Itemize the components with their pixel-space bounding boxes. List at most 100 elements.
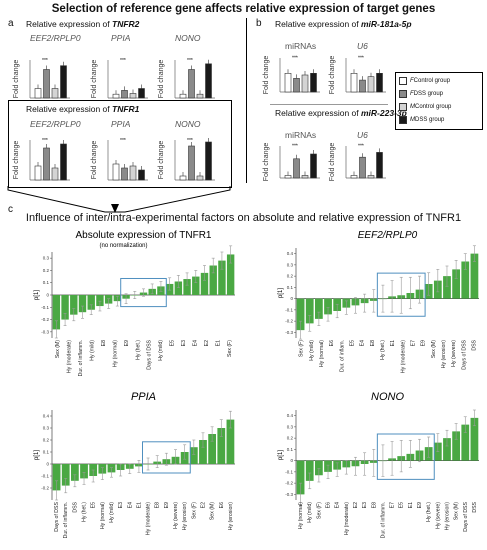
- chart-x-tick-label: Hy (mild): [158, 340, 164, 361]
- ref-label-u6-223: U6: [357, 130, 368, 140]
- chart-bar: [87, 295, 95, 310]
- chart-x-tick-label: DSS: [471, 339, 477, 350]
- chart-x-tick-label: Hy (erosion): [228, 502, 234, 531]
- chart-ylabel: p[1]: [278, 288, 284, 298]
- chart-eef2: EEF2/RPLP0 -0.3 -0.2 -0.1 0 0.1 0.2 0.3 0.4 p[1] S…: [278, 230, 479, 373]
- chart-x-tick-label: E4: [335, 502, 341, 508]
- chart-y-tick-label: -0.2: [41, 317, 49, 322]
- mini-bar: [376, 72, 383, 93]
- chart-bar: [174, 281, 183, 295]
- mini-sig-mark: ***: [187, 58, 193, 64]
- tnfr2-gene: TNFR2: [112, 19, 140, 29]
- legend: F Control group F DSS group M Control grou…: [395, 72, 483, 130]
- mini-ylabel: Fold change: [91, 60, 98, 99]
- chart-y-tick-label: 0.3: [43, 256, 50, 261]
- chart-x-tick-label: DSS: [72, 501, 78, 512]
- chart-x-tick-label: Days of DSS: [147, 339, 153, 369]
- chart-x-tick-label: Hy (moderate): [400, 340, 406, 373]
- mini-bar: [51, 167, 59, 181]
- mini-bar: [121, 90, 128, 99]
- chart-bar: [461, 424, 470, 461]
- chart-y-tick-label: -0.2: [285, 319, 293, 324]
- chart-x-tick-label: Sex (M): [55, 340, 61, 358]
- chart-bar: [452, 431, 461, 461]
- mini-bar: [112, 163, 120, 181]
- chart-y-tick-label: 0: [290, 458, 293, 463]
- chart-x-tick-label: Hy (normal): [112, 340, 118, 367]
- mini-bar: [34, 165, 42, 181]
- mini-ylabel: Fold change: [263, 56, 270, 95]
- chart-x-tick-label: E1: [136, 502, 142, 508]
- chart-x-tick-label: E5: [170, 340, 176, 346]
- legend-label: DSS group: [415, 116, 445, 123]
- mir181-title: Relative expression of miR-181a-5p: [275, 19, 412, 29]
- mini-bar: [205, 63, 212, 99]
- chart-x-tick-label: Days of DSS: [54, 501, 60, 531]
- legend-label: Control group: [413, 77, 451, 84]
- mini-ylabel: Fold change: [263, 143, 270, 182]
- chart-y-tick-label: -0.3: [41, 329, 49, 334]
- legend-item: M Control group: [399, 100, 479, 113]
- chart-y-tick-label: 0.3: [287, 424, 294, 429]
- mini-sig-mark: ***: [42, 138, 48, 144]
- mini-bar: [284, 175, 292, 179]
- legend-label: DSS group: [413, 90, 444, 97]
- chart-bar: [80, 464, 88, 479]
- chart-highlight-box: [120, 277, 167, 308]
- mini-bar: [293, 158, 300, 179]
- chart-x-tick-label: E9: [421, 340, 427, 346]
- mir181-minicharts: Fold change *** Fold change ***: [263, 56, 386, 95]
- chart-y-tick-label: 0.1: [43, 280, 50, 285]
- chart-bar: [61, 464, 70, 486]
- mini-bar: [367, 175, 375, 179]
- mini-bar: [60, 65, 67, 99]
- mir181-title-prefix: Relative expression of: [275, 19, 361, 29]
- mini-bar: [138, 88, 145, 99]
- chart-bar: [296, 298, 305, 331]
- chart-y-tick-label: 0.3: [287, 262, 294, 267]
- chart-title: EEF2/RPLP0: [358, 230, 418, 241]
- mini-bar: [179, 175, 187, 181]
- chart-bar: [218, 260, 226, 295]
- legend-label: Control group: [415, 103, 452, 110]
- chart-y-tick-label: 0.2: [287, 274, 294, 279]
- chart-bar: [461, 261, 470, 299]
- chart-bar: [200, 272, 209, 295]
- chart-x-tick-label: E4: [192, 340, 198, 346]
- mini-ylabel: Fold change: [158, 60, 165, 99]
- chart-bar: [314, 460, 323, 476]
- panel-a-letter: a: [8, 18, 14, 29]
- mir223-title: Relative expression of miR-223-3p: [275, 108, 407, 118]
- tnfr2-nono-group: Fold change ***: [158, 58, 215, 99]
- mini-ylabel: Fold change: [329, 56, 336, 95]
- chart-x-tick-label: Sex (F): [191, 502, 197, 519]
- legend-swatch: [399, 89, 407, 98]
- chart-bar: [199, 440, 207, 464]
- legend-item: F Control group: [399, 74, 479, 87]
- chart-x-tick-label: Hy (het.): [82, 502, 88, 522]
- chart-x-tick-label: E3: [362, 502, 368, 508]
- mini-bar: [359, 79, 366, 93]
- chart-x-tick-label: E6: [329, 340, 335, 346]
- chart-x-tick-label: Hy (erosion): [182, 502, 188, 531]
- chart-x-tick-label: Hy (mild): [90, 340, 96, 361]
- mir181-gene: miR-181a-5p: [361, 19, 412, 29]
- tnfr1-ppia-group: Fold change ***: [91, 138, 148, 181]
- tnfr1-title-prefix: Relative expression of: [26, 104, 112, 114]
- chart-y-tick-label: -0.2: [285, 481, 293, 486]
- chart-bar: [305, 460, 314, 481]
- chart-x-tick-label: E6: [219, 502, 225, 508]
- chart-x-tick-label: Hy (moderate): [67, 340, 73, 373]
- chart-x-tick-label: Sex (M): [431, 340, 437, 358]
- chart-x-tick-label: E1: [215, 340, 221, 346]
- chart-y-tick-label: 0.3: [43, 426, 50, 431]
- legend-swatch: [399, 102, 407, 111]
- chart-x-tick-label: E8: [370, 340, 376, 346]
- chart-x-tick-label: E1: [390, 340, 396, 346]
- mini-bar: [34, 88, 42, 99]
- chart-x-tick-label: E6: [326, 502, 332, 508]
- chart-x-tick-label: Hy (normal): [298, 502, 304, 529]
- mini-bar: [367, 76, 375, 93]
- chart-x-tick-label: Hy (severe): [451, 340, 457, 367]
- chart-bar: [70, 295, 78, 315]
